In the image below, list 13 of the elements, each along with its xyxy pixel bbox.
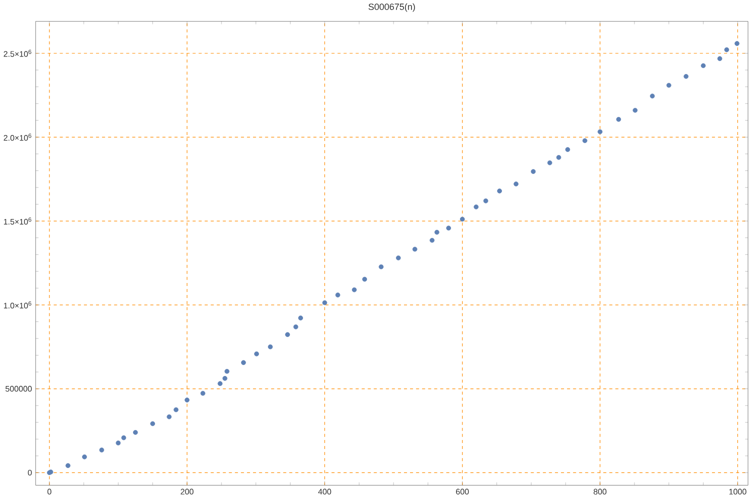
- x-tick-label: 400: [318, 488, 332, 495]
- y-tick-label: 500000: [6, 386, 32, 392]
- x-tick-label: 1000: [729, 488, 746, 495]
- y-tick-label: 1.5×10$^{6}$: [4, 218, 32, 225]
- x-tick-label: 600: [456, 488, 469, 495]
- chart-title: S000675(n): [368, 3, 415, 12]
- x-tick-label: 800: [594, 488, 606, 495]
- y-tick-label: 1.0×10$^{6}$: [4, 301, 32, 309]
- x-tick-label: 0: [47, 488, 52, 495]
- y-tick-label: 2.0×10$^{6}$: [4, 134, 32, 141]
- y-tick-label: 2.5×10$^{6}$: [4, 50, 32, 57]
- x-tick-label: 200: [180, 488, 194, 495]
- y-tick-label: 0: [28, 470, 32, 476]
